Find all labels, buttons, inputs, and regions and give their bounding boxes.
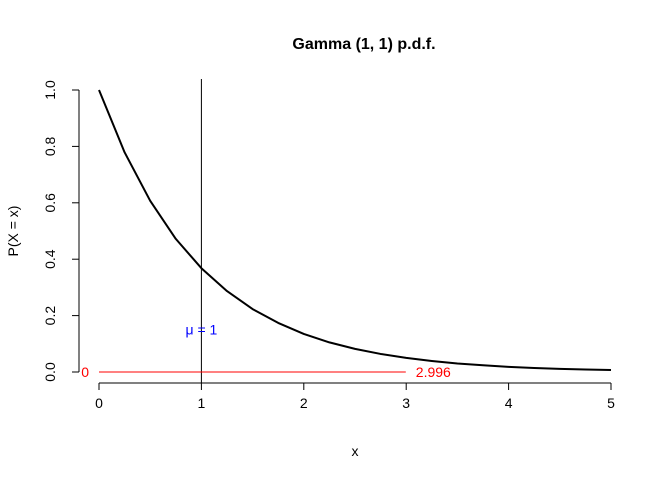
y-axis-label: P(X = x): [5, 206, 21, 257]
y-tick-label: 0.2: [42, 306, 58, 326]
interval-end-label: 2.996: [416, 364, 451, 380]
x-tick-label: 2: [300, 395, 308, 411]
y-tick-label: 0.6: [42, 193, 58, 213]
x-tick-label: 0: [95, 395, 103, 411]
y-tick-label: 0.0: [42, 362, 58, 382]
y-tick-label: 0.4: [42, 249, 58, 269]
y-tick-label: 0.8: [42, 136, 58, 156]
x-tick-label: 4: [505, 395, 513, 411]
chart-title: Gamma (1, 1) p.d.f.: [292, 36, 435, 53]
interval-start-label: 0: [81, 364, 89, 380]
mean-label: μ = 1: [185, 322, 217, 338]
x-axis-label: x: [352, 443, 359, 459]
pdf-curve: [98, 89, 612, 372]
y-tick-label: 1.0: [42, 80, 58, 100]
x-tick-label: 5: [607, 395, 615, 411]
x-tick-label: 1: [198, 395, 206, 411]
x-tick-label: 3: [402, 395, 410, 411]
plot-area: 0 1 2 3 4 5 0.0 0.2 0.4 0.6 0.8 1.0 0 2.996 μ = 1: [42, 79, 615, 411]
